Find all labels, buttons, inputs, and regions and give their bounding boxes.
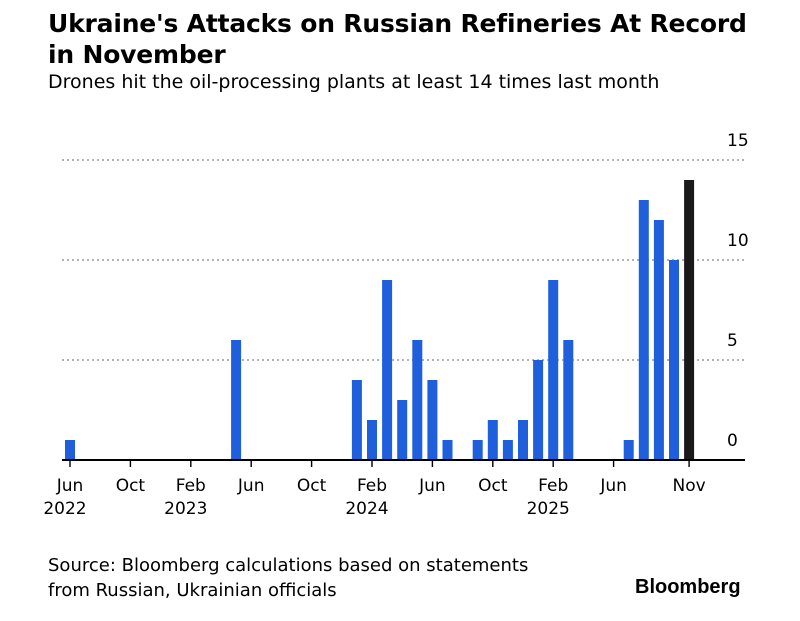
bar: Jul 2025: 1 [623,440,634,460]
x-tick-label: Feb [176,476,206,496]
bar-chart: Jun 2022: 1 May 2023: 6 Jan 2024: 4 Feb 202… [43,131,749,519]
y-axis-ticks: 0 5 10 15 [727,131,749,451]
y-tick-label: 10 [727,231,749,251]
bar: Nov 2024: 1 [502,440,513,460]
x-tick-year-label: 2025 [527,499,570,519]
y-tick-label: 15 [727,131,749,151]
bar: Sep 2025: 12 [653,220,664,460]
x-tick-label: Oct [478,476,508,496]
x-tick-label: Feb [538,476,568,496]
bar: Jan 2025: 5 [533,360,544,460]
x-tick-label: Nov [673,476,706,496]
bar: Sep 2024: 1 [472,440,483,460]
x-tick-label: Oct [116,476,146,496]
x-tick-year-label: 2023 [164,499,207,519]
bar: Jun 2022: 1 [65,440,75,460]
x-tick-label: Jun [237,476,265,496]
bar: Dec 2024: 2 [518,420,528,460]
x-tick-year-label: 2024 [345,499,388,519]
x-tick-label: Feb [357,476,387,496]
source-line-1: Source: Bloomberg calculations based on … [48,555,529,576]
bar: Jan 2024: 4 [351,380,362,460]
chart-subtitle: Drones hit the oil-processing plants at … [48,71,660,93]
x-tick-year-label: 2022 [43,499,86,519]
bar: Jun 2024: 4 [427,380,438,460]
source-note: Source: Bloomberg calculations based on … [48,553,528,603]
y-tick-label: 5 [727,331,738,351]
x-tick-label: Jun [418,476,446,496]
x-tick-label: Jun [599,476,627,496]
bar: Mar 2025: 6 [563,340,574,460]
y-tick-label: 0 [727,431,738,451]
bar: May 2024: 6 [412,340,423,460]
bars: Jun 2022: 1 May 2023: 6 Jan 2024: 4 Feb 202… [65,180,695,460]
bar: Jul 2024: 1 [442,440,453,460]
bar: Feb 2024: 2 [367,420,377,460]
chart-title: Ukraine's Attacks on Russian Refineries … [48,9,747,69]
x-tick-label: Jun [56,476,84,496]
highlight-bar: Nov 2025: 14 [684,180,695,460]
x-tick-label: Oct [297,476,327,496]
x-axis-ticks: Jun 2022 Oct Feb 2023 Jun Oct Feb 2024 Jun Oct Feb 2… [43,460,706,519]
bar: Oct 2024: 2 [487,420,498,460]
bar: Mar 2024: 9 [382,280,393,460]
bar: Aug 2025: 13 [638,200,649,460]
source-line-2: from Russian, Ukrainian officials [48,580,337,601]
bar: Oct 2025: 10 [669,260,679,460]
bar: Feb 2025: 9 [548,280,559,460]
bar: Apr 2024: 3 [397,400,408,460]
gridlines [62,159,745,361]
bloomberg-logo: Bloomberg [635,576,741,598]
bar: May 2023: 6 [231,340,242,460]
